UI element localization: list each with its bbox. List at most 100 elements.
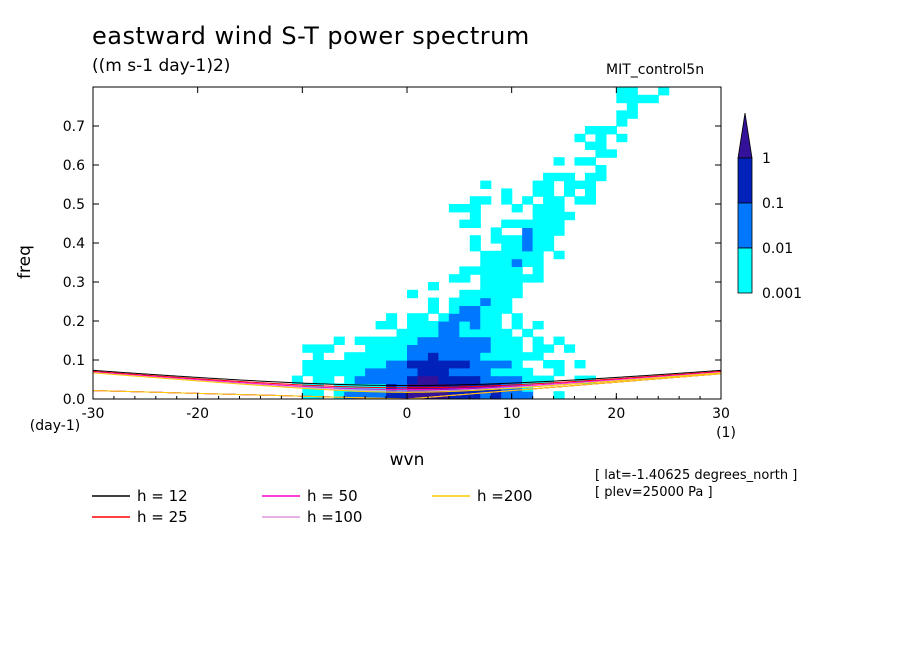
field-cell [522,219,534,228]
field-cell [490,289,502,299]
field-cell [616,94,628,104]
field-cell [490,352,502,361]
ig-curve-h12 [93,369,721,387]
field-cell [469,196,481,205]
field-cell [427,352,439,361]
field-cell [501,219,513,228]
field-cell [333,336,345,345]
field-cell [448,375,460,384]
field-cell [407,289,419,299]
field-cell [469,297,481,306]
field-cell [605,149,617,158]
field-cell [459,305,471,314]
field-cell [511,250,523,260]
chart-title: eastward wind S-T power spectrum [92,22,530,50]
y-tick-label: 0.3 [63,275,85,291]
field-cell [386,352,398,361]
field-cell [584,172,596,182]
field-cell [564,211,576,221]
field-cell [490,282,502,291]
field-cell [427,321,439,330]
field-cell [480,367,492,377]
field-cell [511,313,523,322]
field-cell [532,204,544,213]
field-cell [438,344,450,353]
field-cell [480,344,492,353]
field-cell [427,360,439,369]
field-cell [396,328,408,338]
field-cell [469,328,481,338]
field-cell [302,360,314,369]
x-tick-label: -10 [291,406,314,422]
field-cell [553,336,565,345]
field-cell [396,375,408,384]
field-cell [386,375,398,384]
x-unit-label: (1) [716,425,736,441]
field-cell [553,227,565,236]
y-tick-label: 0.2 [63,314,85,330]
field-cell [302,344,314,353]
field-cell [365,375,377,384]
field-cell [584,375,596,384]
field-cell [658,87,670,96]
field-cell [354,375,366,384]
field-cell [459,360,471,369]
colorbar-segment [737,247,753,294]
field-cell [490,258,502,267]
x-tick-label: 30 [712,406,730,422]
field-cell [344,375,356,384]
field-cell [448,305,460,314]
field-cell [469,243,481,252]
field-cell [574,133,586,143]
field-cell [459,336,471,345]
field-cell [532,188,544,197]
field-cell [354,360,366,369]
field-cell [438,360,450,369]
field-cell [375,375,387,384]
x-tick-label: 10 [503,406,521,422]
field-cell [511,375,523,384]
field-cell [480,180,492,189]
legend: h = 12 h = 25 h = 50 h =100 h =200 [92,487,532,526]
field-cell [511,367,523,377]
field-cell [386,321,398,330]
field-cell [553,219,565,228]
field-cell [480,375,492,384]
field-cell [312,375,324,384]
field-cell [574,157,586,166]
field-cell [501,328,513,338]
field-cell [501,297,513,306]
field-cell [616,110,628,119]
field-cell [417,375,429,384]
field-cell [564,344,576,353]
field-cell [532,344,544,353]
colorbar-label: 1 [762,151,771,167]
field-cell [396,336,408,345]
field-cell [574,360,586,369]
field-cell [480,250,492,260]
field-cell [501,336,513,345]
field-cell [501,274,513,283]
field-cell [407,352,419,361]
field-cell [407,336,419,345]
field-cell [375,321,387,330]
field-cell [584,141,596,150]
field-cell [396,391,408,399]
field-cell [333,360,345,369]
colorbar-segment [737,202,753,249]
field-cell [469,266,481,275]
field-cell [407,375,419,384]
field-cell [344,352,356,361]
field-cell [407,344,419,353]
field-cell [480,321,492,330]
field-cell [490,274,502,283]
field-cell [459,297,471,306]
field-cell [438,367,450,377]
field-cell [407,313,419,322]
field-cell [501,305,513,314]
field-cell [386,344,398,353]
field-cell [532,227,544,236]
field-cell [438,336,450,345]
field-cell [532,211,544,221]
x-tick-label: -20 [186,406,209,422]
